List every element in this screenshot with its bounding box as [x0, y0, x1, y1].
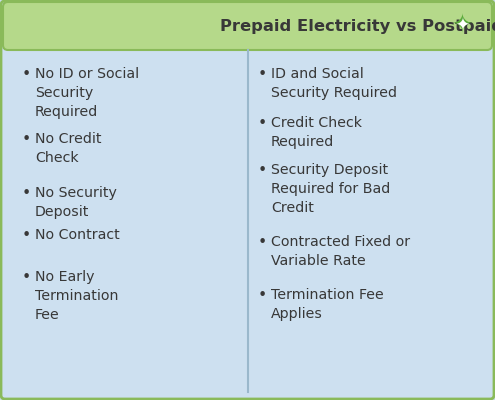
Text: •: •	[258, 235, 267, 250]
Text: •: •	[22, 132, 31, 147]
FancyBboxPatch shape	[3, 2, 492, 50]
Text: •: •	[22, 67, 31, 82]
Text: Prepaid Electricity vs Postpaid Electricity: Prepaid Electricity vs Postpaid Electric…	[220, 18, 495, 34]
Text: ✦: ✦	[451, 14, 473, 38]
Text: •: •	[258, 288, 267, 303]
Text: No ID or Social
Security
Required: No ID or Social Security Required	[35, 67, 139, 119]
Text: ✦: ✦	[455, 17, 469, 35]
Text: •: •	[258, 67, 267, 82]
Text: No Early
Termination
Fee: No Early Termination Fee	[35, 270, 118, 322]
Text: No Contract: No Contract	[35, 228, 120, 242]
Text: •: •	[22, 186, 31, 201]
Text: •: •	[258, 116, 267, 131]
Text: •: •	[22, 270, 31, 285]
Text: Termination Fee
Applies: Termination Fee Applies	[271, 288, 384, 321]
Text: •: •	[22, 228, 31, 243]
Text: No Credit
Check: No Credit Check	[35, 132, 101, 165]
Text: Security Deposit
Required for Bad
Credit: Security Deposit Required for Bad Credit	[271, 163, 390, 215]
Text: Contracted Fixed or
Variable Rate: Contracted Fixed or Variable Rate	[271, 235, 410, 268]
Text: ID and Social
Security Required: ID and Social Security Required	[271, 67, 397, 100]
Text: No Security
Deposit: No Security Deposit	[35, 186, 117, 219]
Text: •: •	[258, 163, 267, 178]
Text: Credit Check
Required: Credit Check Required	[271, 116, 362, 149]
